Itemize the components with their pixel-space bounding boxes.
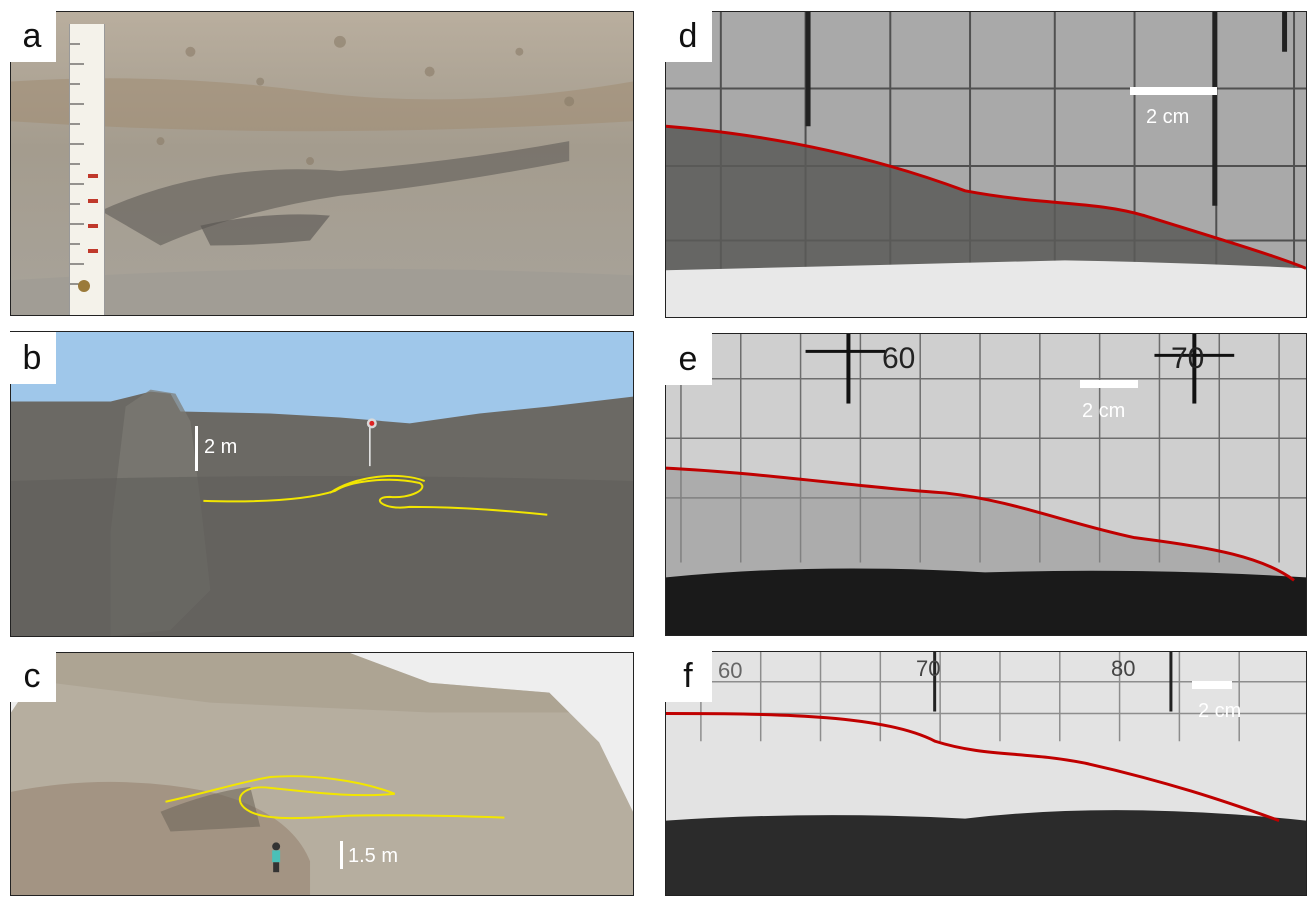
outcrop-photo-c	[11, 653, 633, 895]
person-icon	[272, 842, 281, 873]
grid-number-60: 60	[882, 342, 916, 375]
panel-b-letter: b	[8, 332, 56, 384]
red-trace-d	[666, 124, 1306, 270]
panel-a-letter: a	[8, 10, 56, 62]
scale-bar	[1192, 681, 1232, 689]
panel-b-photo: 2 m	[10, 331, 634, 637]
scale-label-d: 2 cm	[1146, 106, 1190, 128]
panel-f-photo: 60 70 80 2 cm	[665, 651, 1307, 896]
scale-bar	[1130, 87, 1217, 95]
panel-c-photo: 1.5 m	[10, 652, 634, 896]
panel-c-letter: c	[8, 650, 56, 702]
yellow-trace-c	[165, 775, 396, 803]
panel-e-photo: 60 70 2 cm	[665, 333, 1307, 636]
scale-label-f: 2 cm	[1198, 700, 1242, 722]
flume-photo-f	[666, 652, 1306, 895]
panel-f-letter: f	[664, 650, 712, 702]
red-trace-f	[666, 712, 1280, 823]
panel-a-photo	[10, 11, 634, 316]
panel-d-letter: d	[664, 10, 712, 62]
yellow-trace-b	[203, 478, 548, 516]
scale-bar	[1080, 380, 1138, 388]
red-trace-e	[666, 466, 1295, 582]
scale-label-b: 2 m	[204, 436, 238, 458]
scale-bar	[195, 426, 198, 471]
flume-photo-d	[666, 12, 1306, 317]
grid-number-80: 80	[1111, 656, 1136, 681]
scale-label-e: 2 cm	[1082, 400, 1126, 422]
panel-e-letter: e	[664, 333, 712, 385]
flume-photo-e	[666, 334, 1306, 635]
outcrop-photo-b	[11, 332, 633, 636]
scale-label-c: 1.5 m	[348, 845, 399, 867]
panel-d-photo: 2 cm	[665, 11, 1307, 318]
outcrop-photo-a	[11, 12, 633, 315]
grid-number-70: 70	[916, 656, 941, 681]
scale-bar	[340, 841, 343, 869]
grid-number-70: 70	[1171, 342, 1205, 375]
folding-ruler-icon	[69, 24, 105, 315]
grid-number-60: 60	[718, 658, 743, 683]
